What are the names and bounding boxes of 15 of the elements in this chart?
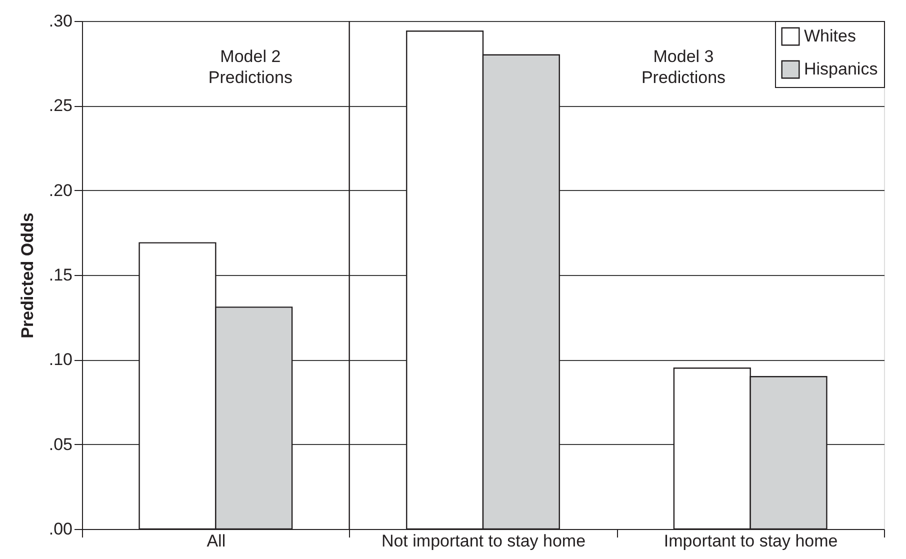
y-tick-label: .05	[48, 434, 72, 454]
y-tick-label: .20	[48, 180, 72, 200]
legend-label: Whites	[804, 26, 856, 46]
legend-label: Hispanics	[804, 60, 878, 78]
y-axis-title: Predicted Odds	[18, 212, 37, 338]
x-tick-label: Important to stay home	[664, 532, 838, 550]
y-tick-label: .10	[48, 350, 72, 370]
annotation: Model 3 Predictions	[641, 47, 726, 87]
y-tick-label: .25	[48, 96, 72, 116]
x-tick-label: Not important to stay home	[381, 532, 586, 550]
y-tick-label: .00	[48, 520, 72, 538]
x-tick-label: All	[206, 532, 226, 550]
annotation: Model 2 Predictions	[208, 47, 292, 87]
y-tick-label: .15	[48, 266, 72, 284]
y-tick-label: .30	[48, 12, 72, 30]
